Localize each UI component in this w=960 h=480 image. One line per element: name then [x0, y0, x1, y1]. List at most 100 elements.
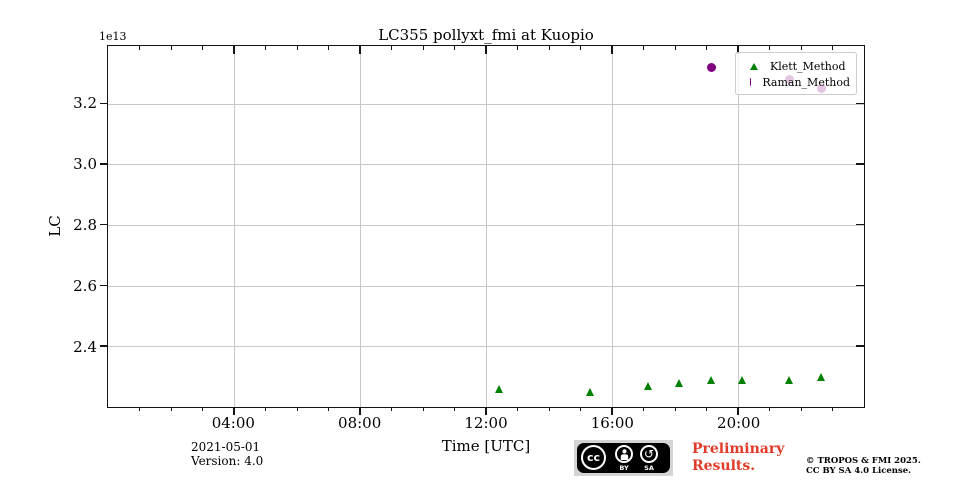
x-gridline	[360, 46, 361, 407]
x-tick-bottom	[485, 407, 487, 415]
preliminary-line2: Results.	[692, 458, 756, 474]
cc-sa-label: SA	[644, 464, 654, 472]
cc-icon: cc	[581, 445, 606, 470]
x-tick-top	[643, 46, 644, 50]
legend-item-klett: Klett_Method	[746, 58, 850, 74]
data-point-klett_method	[675, 378, 684, 387]
footer-date: 2021-05-01	[191, 440, 261, 454]
x-tick-top	[422, 46, 424, 50]
x-tick-bottom	[265, 407, 266, 411]
x-tick-bottom	[580, 407, 581, 411]
chart-title: LC355 pollyxt_fmi at Kuopio	[378, 26, 594, 44]
x-tick-bottom	[674, 407, 676, 411]
x-tick-top	[233, 46, 235, 54]
data-point-klett_method	[785, 375, 794, 384]
data-point-klett_method	[494, 384, 503, 393]
x-tick-top	[832, 46, 833, 50]
y-tick-label: 2.8	[73, 215, 97, 234]
x-tick-bottom	[611, 407, 613, 415]
x-tick-bottom	[170, 407, 172, 411]
x-tick-bottom	[832, 407, 833, 411]
x-axis-label: Time [UTC]	[441, 437, 531, 455]
x-tick-top	[611, 46, 613, 54]
footer-version: Version: 4.0	[191, 454, 264, 468]
y-tick-left	[100, 284, 108, 287]
x-tick-top	[391, 46, 392, 50]
x-tick-top	[706, 46, 707, 50]
plot-area: Klett_Method Raman_Method	[100, 45, 865, 415]
y-gridline	[108, 224, 864, 226]
triangle-marker-icon	[750, 62, 758, 70]
y-tick-label: 2.6	[73, 276, 97, 295]
x-tick-label: 16:00	[590, 414, 634, 432]
x-tick-bottom	[359, 407, 361, 415]
y-tick-left	[100, 223, 108, 226]
x-tick-bottom	[737, 407, 739, 415]
x-tick-top	[800, 46, 802, 50]
x-tick-bottom	[517, 407, 518, 411]
share-alike-icon: ↺	[640, 445, 658, 463]
preliminary-note: Preliminary Results.	[692, 441, 784, 475]
x-tick-label: 08:00	[338, 414, 382, 432]
copyright-line2: CC BY SA 4.0 License.	[806, 466, 912, 476]
person-glyph	[620, 448, 628, 460]
legend-label-raman: Raman_Method	[762, 75, 850, 89]
data-point-klett_method	[738, 375, 747, 384]
x-gridline	[738, 46, 739, 407]
data-point-klett_method	[644, 381, 653, 390]
footer-date-version: 2021-05-01 Version: 4.0	[191, 440, 263, 468]
x-tick-top	[359, 46, 361, 54]
x-tick-bottom	[422, 407, 424, 411]
legend: Klett_Method Raman_Method	[735, 52, 857, 95]
x-tick-bottom	[454, 407, 455, 411]
x-tick-top	[674, 46, 676, 50]
x-tick-bottom	[202, 407, 203, 411]
x-tick-top	[548, 46, 550, 50]
y-tick-left	[100, 345, 108, 347]
y-tick-label: 3.2	[73, 93, 97, 112]
legend-item-raman: Raman_Method	[746, 74, 850, 90]
x-tick-top	[265, 46, 266, 50]
y-tick-label: 2.4	[73, 337, 97, 356]
cc-badge: cc ↺ BY SA	[574, 440, 673, 476]
y-tick-right	[856, 223, 864, 226]
x-tick-top	[202, 46, 203, 50]
x-tick-bottom	[800, 407, 802, 411]
x-tick-top	[769, 46, 770, 50]
cc-by-label: BY	[619, 464, 629, 472]
data-point-klett_method	[706, 375, 715, 384]
x-gridline	[486, 46, 487, 407]
y-tick-label: 3.0	[73, 154, 97, 173]
y-offset-label: 1e13	[99, 30, 127, 43]
y-tick-right	[856, 102, 864, 105]
x-tick-top	[328, 46, 329, 50]
y-tick-left	[100, 163, 108, 165]
x-tick-bottom	[391, 407, 392, 411]
x-tick-top	[737, 46, 739, 54]
x-tick-bottom	[769, 407, 770, 411]
y-tick-right	[856, 163, 864, 165]
y-gridline	[108, 164, 864, 166]
cc-badge-inner: cc ↺ BY SA	[577, 443, 670, 473]
x-tick-top	[580, 46, 581, 50]
x-tick-bottom	[706, 407, 707, 411]
x-tick-bottom	[328, 407, 329, 411]
x-gridline	[234, 46, 235, 407]
x-tick-bottom	[643, 407, 644, 411]
x-tick-top	[517, 46, 518, 50]
x-tick-label: 12:00	[464, 414, 508, 432]
copyright-note: © TROPOS & FMI 2025. CC BY SA 4.0 Licens…	[806, 456, 921, 476]
x-tick-top	[170, 46, 172, 50]
legend-label-klett: Klett_Method	[770, 59, 846, 73]
data-point-klett_method	[586, 387, 595, 396]
y-tick-right	[856, 284, 864, 287]
x-tick-label: 20:00	[717, 414, 761, 432]
y-gridline	[108, 346, 864, 348]
x-tick-top	[485, 46, 487, 54]
y-tick-left	[100, 102, 108, 105]
x-gridline	[612, 46, 613, 407]
preliminary-line1: Preliminary	[692, 441, 785, 457]
y-tick-right	[856, 345, 864, 347]
y-gridline	[108, 103, 864, 105]
copyright-line1: © TROPOS & FMI 2025.	[806, 456, 921, 466]
